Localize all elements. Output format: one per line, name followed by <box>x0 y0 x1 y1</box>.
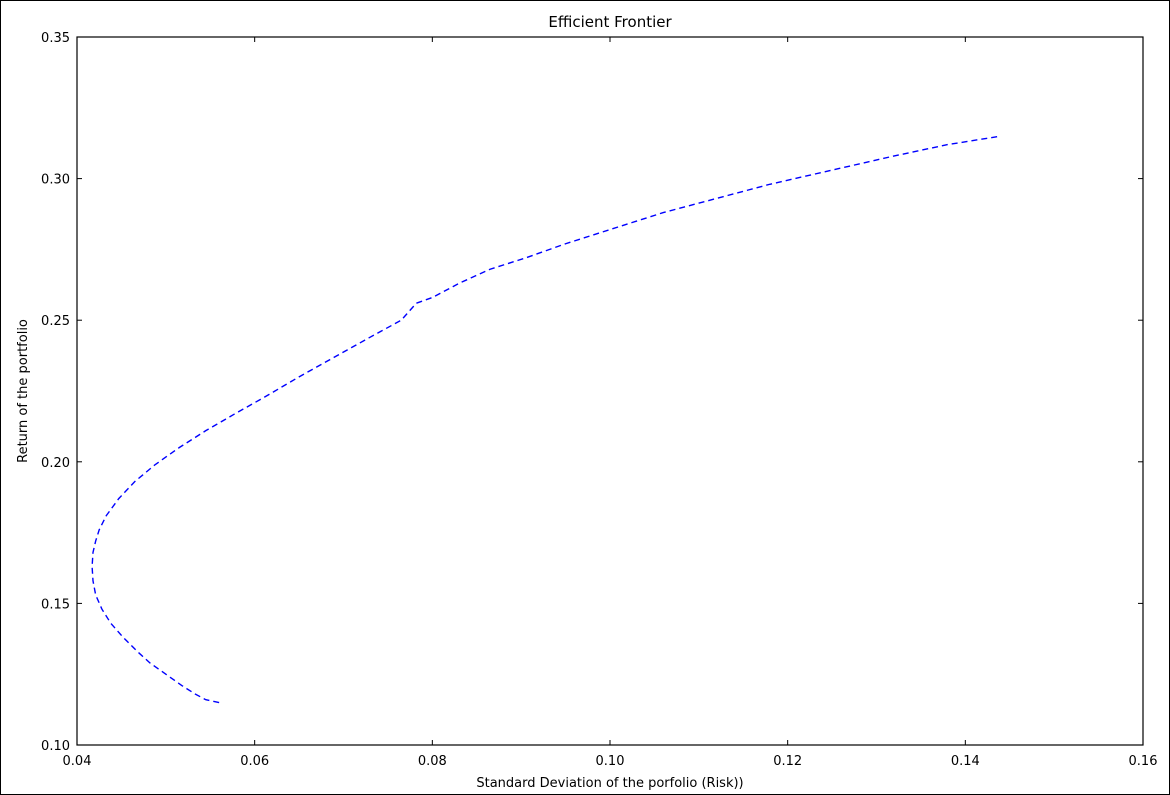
series-layer <box>91 135 1001 704</box>
labels-layer: Efficient Frontier Standard Deviation of… <box>16 13 744 791</box>
x-tick-label: 0.16 <box>1129 754 1158 769</box>
x-tick-label: 0.06 <box>240 754 269 769</box>
chart-title: Efficient Frontier <box>548 13 672 31</box>
y-tick-label: 0.35 <box>41 31 70 46</box>
frontier-line-series-0 <box>91 135 1001 704</box>
x-tick-label: 0.08 <box>418 754 447 769</box>
x-tick-label: 0.14 <box>951 754 980 769</box>
ticks-layer: 0.04 0.06 0.08 0.10 0.12 0.14 0.16 0.10 0.15 0.20… <box>41 31 1157 769</box>
x-tick-label: 0.04 <box>63 754 92 769</box>
y-tick-label: 0.30 <box>41 173 70 188</box>
plot-area-group <box>76 36 1144 746</box>
y-tick-label: 0.10 <box>41 739 70 754</box>
x-tick-label: 0.10 <box>596 754 625 769</box>
y-tick-label: 0.15 <box>41 597 70 612</box>
plot-frame <box>76 36 1144 746</box>
y-tick-label: 0.20 <box>41 456 70 471</box>
y-tick-label: 0.25 <box>41 314 70 329</box>
x-axis-title: Standard Deviation of the porfolio (Risk… <box>476 776 743 791</box>
y-axis-title: Return of the portfolio <box>16 319 31 463</box>
x-tick-label: 0.12 <box>773 754 802 769</box>
